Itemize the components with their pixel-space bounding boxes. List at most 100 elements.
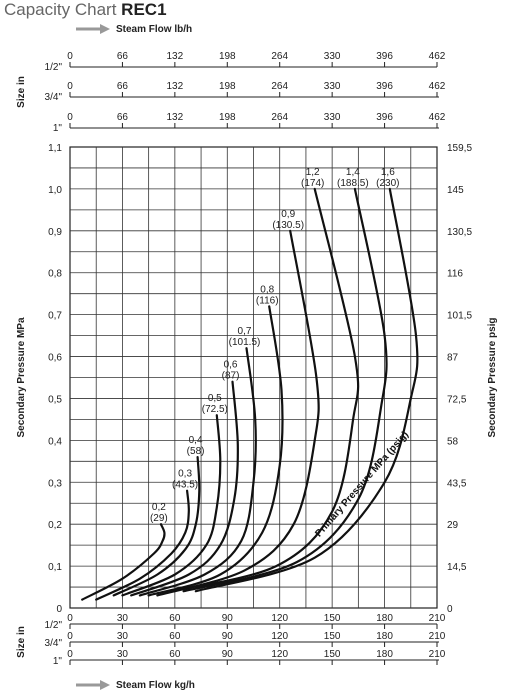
- top-flow-text: Steam Flow lb/h: [116, 24, 193, 35]
- series-label-psig: (101.5): [229, 337, 261, 348]
- scale-tick-label: 210: [429, 631, 446, 642]
- scale-tick-label: 90: [222, 649, 234, 660]
- scale-tick-label: 0: [67, 613, 73, 624]
- y-right-tick-label: 116: [447, 269, 463, 280]
- scale-tick-label: 66: [117, 81, 129, 92]
- scale-tick-label: 264: [271, 112, 288, 123]
- y-right-tick-label: 14,5: [447, 562, 467, 573]
- primary-pressure-annotation: Primary Pressure MPa (psig): [313, 429, 411, 539]
- y-right-tick-label: 101,5: [447, 311, 472, 322]
- y-left-tick-label: 0,5: [48, 394, 62, 405]
- series-label-psig: (230): [376, 178, 399, 189]
- scale-size-label: 1": [53, 123, 63, 134]
- series-label-mpa: 0,8: [260, 284, 274, 295]
- scale-size-label: 1": [53, 656, 63, 667]
- series-label-mpa: 0,3: [178, 469, 192, 480]
- series-line: [81, 523, 166, 601]
- scale-size-label: 1/2": [45, 620, 63, 631]
- series-label-psig: (87): [222, 371, 240, 382]
- y-right-tick-label: 72,5: [447, 394, 467, 405]
- scale-tick-label: 60: [169, 631, 181, 642]
- scale-tick-label: 150: [324, 631, 341, 642]
- series-line: [138, 347, 257, 597]
- scale-tick-label: 198: [219, 51, 236, 62]
- top-flow-label: Steam Flow lb/h: [76, 24, 192, 35]
- y-left-tick-label: 0,1: [48, 562, 62, 573]
- series-line: [112, 456, 201, 597]
- y-axis-left: 0 0,1 0,2 0,3 0,4 0,5 0,6 0,7 0,8 0,9 1,0 1,1 Second…: [16, 143, 62, 615]
- y-left-tick-label: 0,3: [48, 478, 62, 489]
- scale-tick-label: 462: [429, 81, 446, 92]
- scale-tick-label: 60: [169, 649, 181, 660]
- scale-tick-label: 180: [376, 649, 393, 660]
- scale-tick-label: 0: [67, 81, 73, 92]
- scale-tick-label: 150: [324, 649, 341, 660]
- scale-tick-label: 198: [219, 81, 236, 92]
- scale-tick-label: 330: [324, 81, 341, 92]
- series-line: [147, 305, 284, 597]
- size-in-label-bottom: Size in: [16, 626, 27, 658]
- series-line: [156, 229, 320, 597]
- y-axis-right: 0 14,5 29 43,5 58 72,5 87 101,5 116 130,5 145 159,5…: [447, 143, 498, 615]
- scale-size-label: 3/4": [45, 638, 63, 649]
- scale-tick-label: 90: [222, 613, 234, 624]
- scale-tick-label: 66: [117, 51, 129, 62]
- series-label-mpa: 0,5: [208, 393, 222, 404]
- scale-tick-label: 0: [67, 649, 73, 660]
- scale-tick-label: 132: [167, 112, 184, 123]
- top-size-label: Size in: [16, 76, 27, 108]
- series-label-psig: (130.5): [272, 220, 304, 231]
- series-label-mpa: 0,6: [224, 360, 238, 371]
- series-line: [170, 187, 360, 593]
- y-left-tick-label: 0,6: [48, 353, 62, 364]
- scale-size-label: 3/4": [45, 92, 63, 103]
- chart-grid: [69, 146, 438, 609]
- scale-tick-label: 396: [376, 81, 393, 92]
- scale-tick-label: 30: [117, 631, 129, 642]
- series-label-mpa: 0,7: [238, 326, 252, 337]
- y-right-tick-label: 29: [447, 520, 459, 531]
- scale-tick-label: 396: [376, 112, 393, 123]
- series-line: [95, 489, 190, 601]
- y-right-tick-label: 43,5: [447, 478, 467, 489]
- arrow-right-icon: [76, 24, 110, 35]
- scale-tick-label: 0: [67, 631, 73, 642]
- scale-tick-label: 60: [169, 613, 181, 624]
- scale-tick-label: 180: [376, 631, 393, 642]
- bottom-flow-label: Steam Flow kg/h: [76, 680, 195, 691]
- series-label-psig: (29): [150, 513, 168, 524]
- y-right-tick-label: 0: [447, 604, 453, 615]
- annotation-group: Primary Pressure MPa (psig): [313, 429, 411, 539]
- scale-tick-label: 198: [219, 112, 236, 123]
- scale-tick-label: 180: [376, 613, 393, 624]
- scale-tick-label: 210: [429, 649, 446, 660]
- scale-tick-label: 396: [376, 51, 393, 62]
- bottom-scales: 0 30 60 90 120 150 180 210 1/2" 0 30 60 90 120 150 180 2…: [45, 613, 446, 667]
- y-left-tick-label: 0,2: [48, 520, 62, 531]
- y-left-axis-title: Secondary Pressure MPa: [16, 317, 27, 437]
- scale-tick-label: 0: [67, 51, 73, 62]
- scale-tick-label: 0: [67, 112, 73, 123]
- scale-tick-label: 132: [167, 51, 184, 62]
- scale-tick-label: 330: [324, 51, 341, 62]
- series-label-mpa: 0,9: [281, 209, 295, 220]
- scale-tick-label: 66: [117, 112, 129, 123]
- title-prefix: Capacity Chart: [4, 0, 117, 19]
- y-right-axis-title: Secondary Pressure psig: [487, 317, 498, 437]
- series-line: [194, 187, 419, 593]
- scale-tick-label: 264: [271, 81, 288, 92]
- scale-size-label: 1/2": [45, 62, 63, 73]
- series-line: [182, 187, 388, 593]
- series-group: [81, 187, 419, 601]
- scale-tick-label: 120: [271, 613, 288, 624]
- scale-tick-label: 30: [117, 649, 129, 660]
- series-label-psig: (174): [301, 178, 324, 189]
- y-left-tick-label: 0,4: [48, 436, 62, 447]
- scale-tick-label: 264: [271, 51, 288, 62]
- scale-tick-label: 30: [117, 613, 129, 624]
- y-right-tick-label: 159,5: [447, 143, 472, 154]
- bottom-size-label: Size in: [16, 626, 27, 658]
- scale-tick-label: 462: [429, 51, 446, 62]
- series-line: [121, 414, 222, 597]
